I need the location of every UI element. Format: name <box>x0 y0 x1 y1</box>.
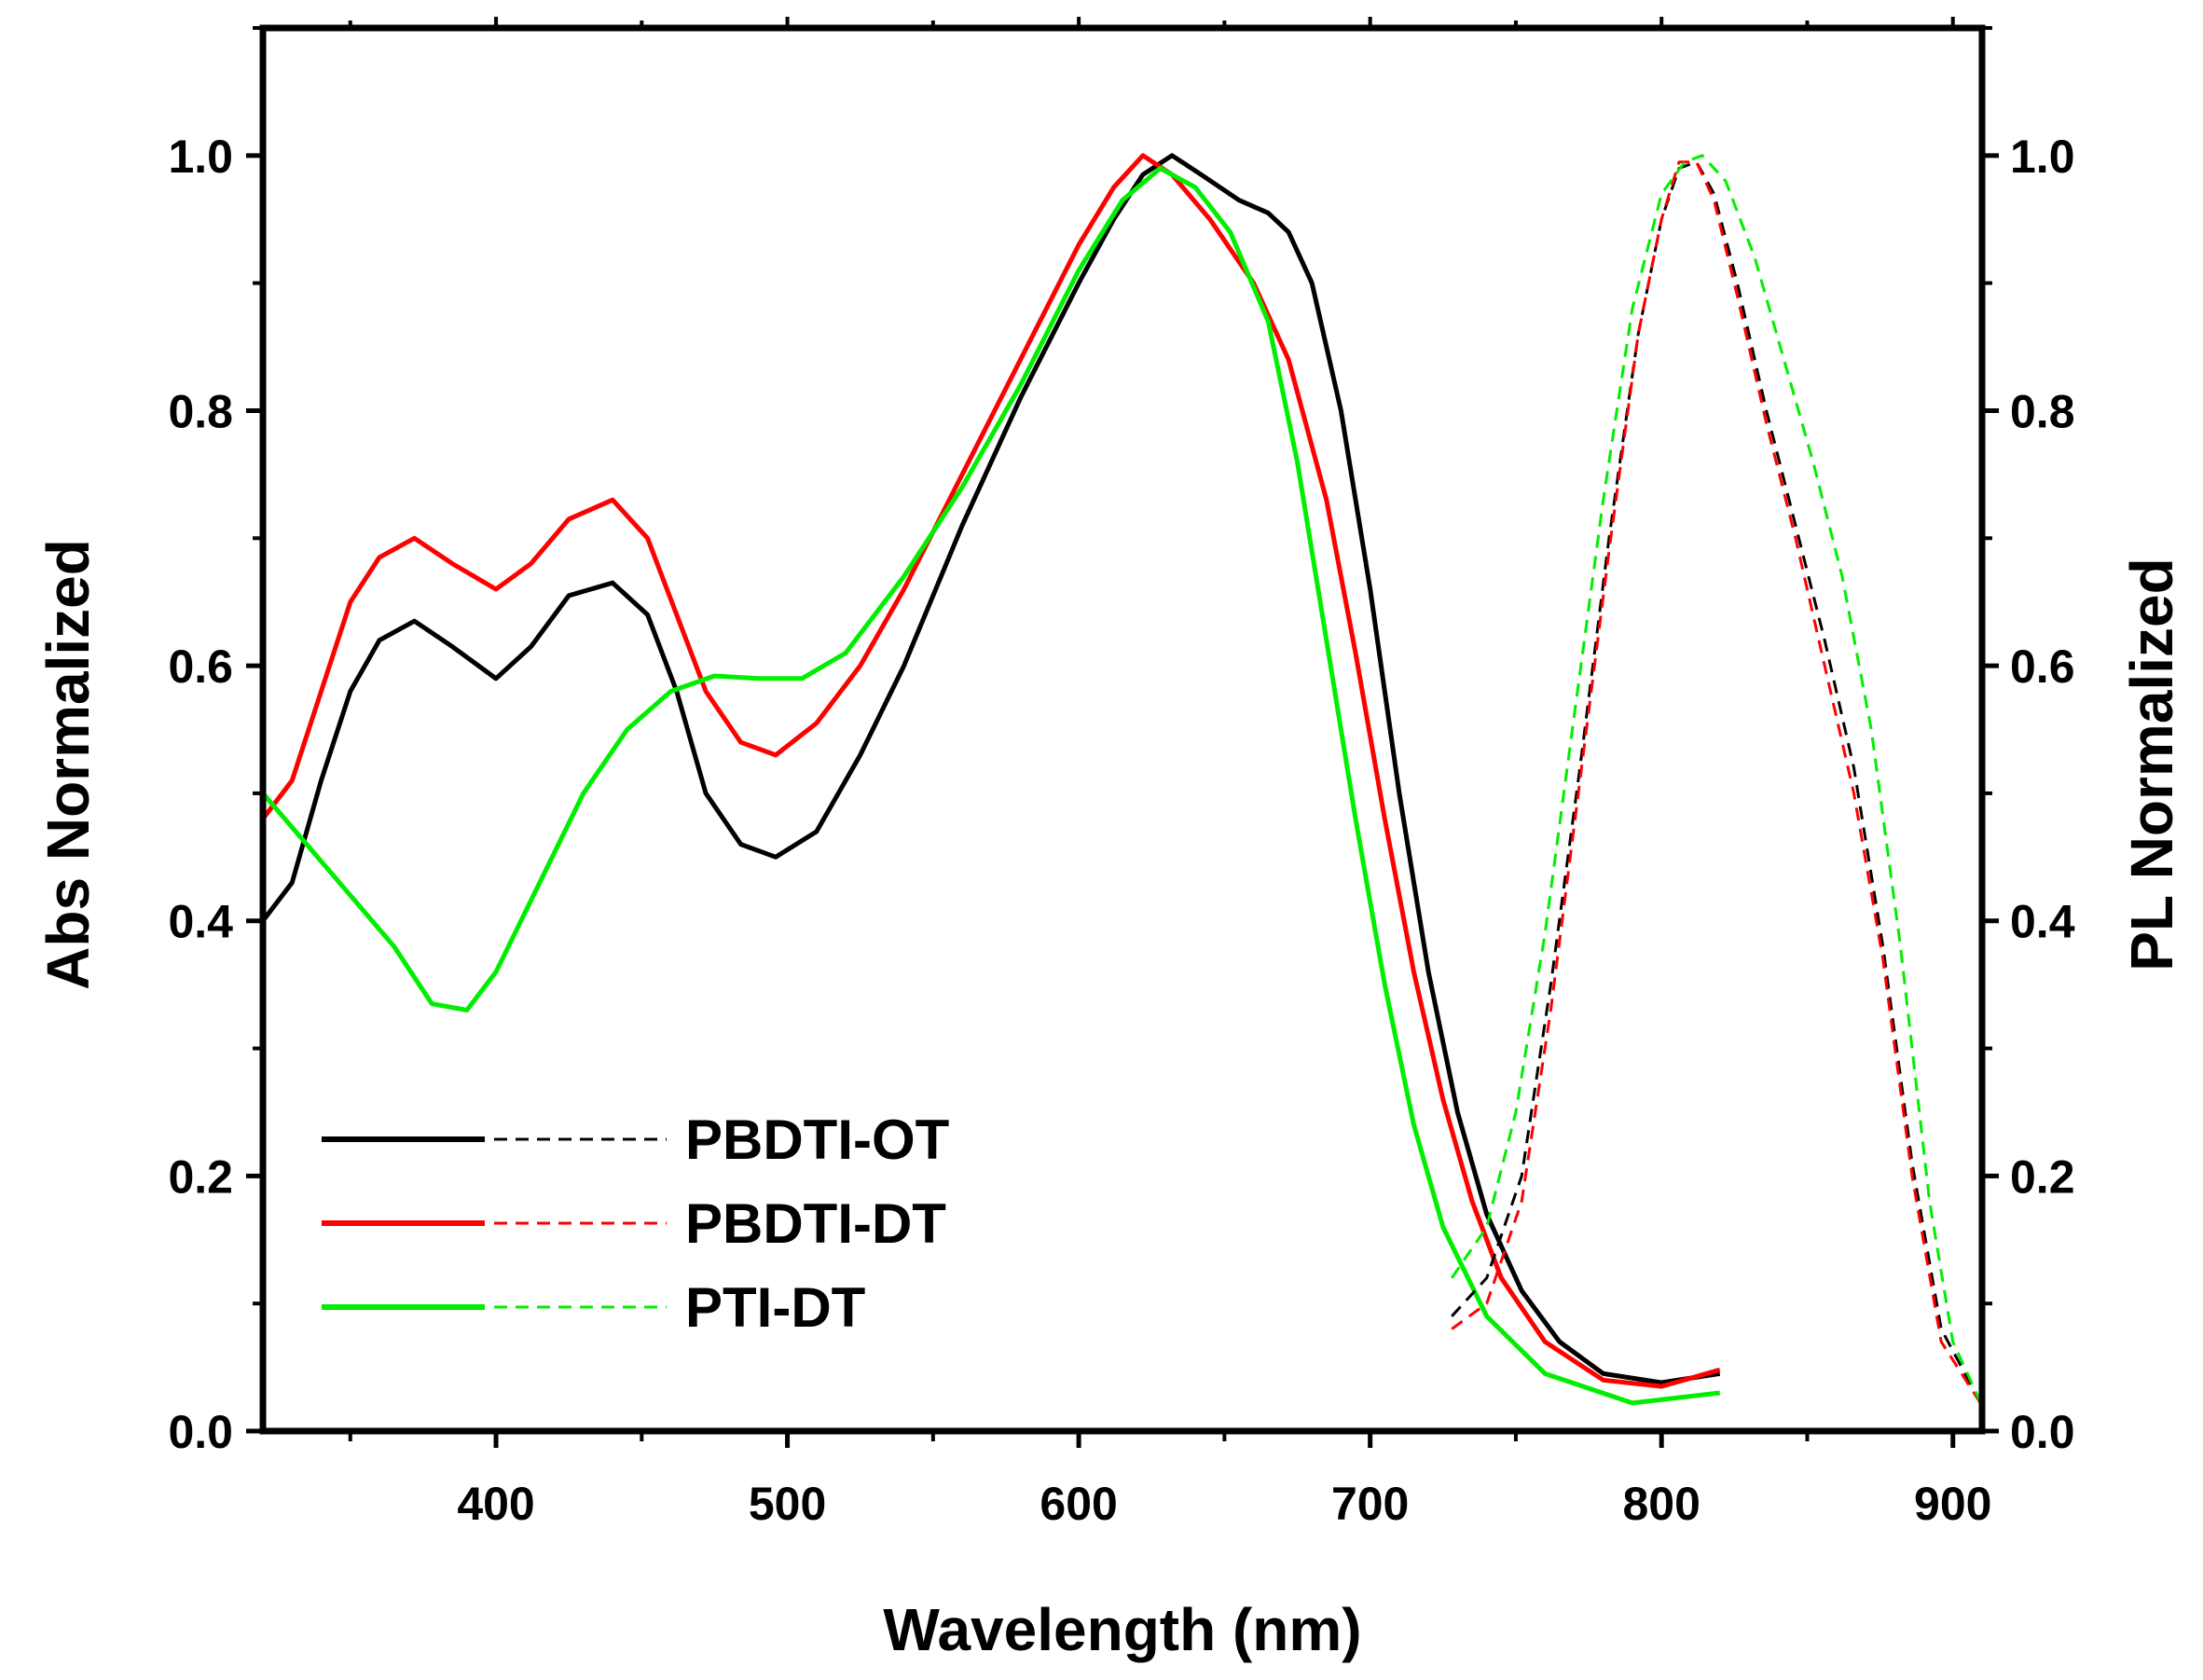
y2-tick-label: 0.0 <box>2010 1406 2075 1458</box>
x-tick-label: 800 <box>1622 1478 1700 1530</box>
data-lines <box>263 153 1982 1407</box>
x-tick-label: 400 <box>457 1478 534 1530</box>
legend: PBDTI-OT PBDTI-DT PTI-DT <box>322 1109 949 1339</box>
series-line-pbdti-ot-absorption <box>263 153 1721 1385</box>
x-tick-label: 900 <box>1914 1478 1991 1530</box>
y-tick-label: 0.6 <box>168 640 233 693</box>
x-axis-title: Wavelength (nm) <box>883 1596 1361 1663</box>
y-tick-label: 0.4 <box>168 896 233 948</box>
y-tick-label: 0.8 <box>168 385 233 437</box>
y2-tick-label: 0.6 <box>2010 640 2075 693</box>
plot-frame <box>259 24 1986 1435</box>
y2-tick-label: 0.2 <box>2010 1150 2075 1203</box>
x-tick-label: 700 <box>1331 1478 1409 1530</box>
y-tick-label: 0.0 <box>168 1406 233 1458</box>
y2-tick-label: 0.4 <box>2010 896 2075 948</box>
y2-tick-label: 1.0 <box>2010 131 2075 183</box>
y-axis-title: Abs Normalized <box>34 539 102 990</box>
series-line-pti-dt-absorption <box>263 166 1720 1406</box>
x-tick-label: 500 <box>749 1478 826 1530</box>
series-line-pbdti-dt-pl <box>1451 160 1982 1407</box>
y-tick-label: 1.0 <box>168 131 233 183</box>
tick-labels: 400 500 600 700 800 900 0.0 0.2 0.4 0.6 0.8 1.0 0.0 0… <box>168 131 2074 1530</box>
y2-tick-label: 0.8 <box>2010 385 2075 437</box>
series-line-pbdti-dt-absorption <box>263 153 1721 1389</box>
legend-label-pbdti-dt: PBDTI-DT <box>685 1192 946 1255</box>
legend-label-pti-dt: PTI-DT <box>685 1276 865 1339</box>
legend-label-pbdti-ot: PBDTI-OT <box>685 1109 949 1171</box>
x-tick-label: 600 <box>1040 1478 1117 1530</box>
axis-ticks <box>246 17 1999 1448</box>
series-line-pti-dt-pl <box>1450 154 1982 1407</box>
y-tick-label: 0.2 <box>168 1150 233 1203</box>
y2-axis-title: PL Normalized <box>2118 558 2185 971</box>
series-line-pbdti-ot-pl <box>1451 160 1982 1407</box>
